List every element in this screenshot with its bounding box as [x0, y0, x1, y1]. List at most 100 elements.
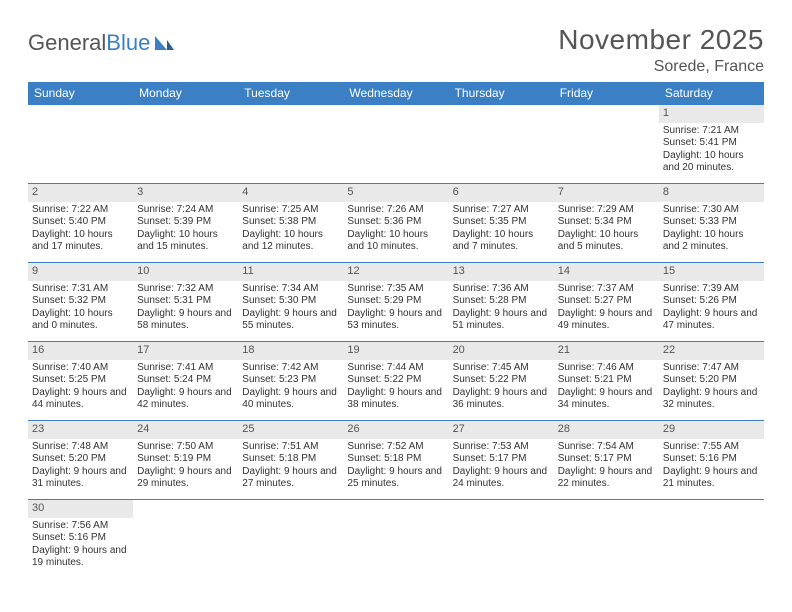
sunset-text: Sunset: 5:19 PM [137, 453, 234, 466]
sunrise-text: Sunrise: 7:48 AM [32, 441, 129, 454]
day-cell [238, 105, 343, 183]
day-number: 28 [554, 421, 659, 439]
day-number: 29 [659, 421, 764, 439]
dow-cell: Wednesday [343, 82, 448, 105]
sunrise-text: Sunrise: 7:53 AM [453, 441, 550, 454]
day-cell: 3Sunrise: 7:24 AMSunset: 5:39 PMDaylight… [133, 184, 238, 262]
daylight-text: Daylight: 9 hours and 40 minutes. [242, 387, 339, 412]
day-cell: 10Sunrise: 7:32 AMSunset: 5:31 PMDayligh… [133, 263, 238, 341]
sunrise-text: Sunrise: 7:24 AM [137, 204, 234, 217]
daylight-text: Daylight: 9 hours and 24 minutes. [453, 466, 550, 491]
daylight-text: Daylight: 9 hours and 22 minutes. [558, 466, 655, 491]
daylight-text: Daylight: 9 hours and 32 minutes. [663, 387, 760, 412]
day-cell: 6Sunrise: 7:27 AMSunset: 5:35 PMDaylight… [449, 184, 554, 262]
day-body: Sunrise: 7:51 AMSunset: 5:18 PMDaylight:… [238, 440, 343, 493]
sunset-text: Sunset: 5:21 PM [558, 374, 655, 387]
day-number: 3 [133, 184, 238, 202]
day-number: 21 [554, 342, 659, 360]
daylight-text: Daylight: 10 hours and 10 minutes. [347, 229, 444, 254]
brand-part1: General [28, 30, 106, 56]
sunset-text: Sunset: 5:40 PM [32, 216, 129, 229]
dow-cell: Friday [554, 82, 659, 105]
title-block: November 2025 Sorede, France [558, 24, 764, 76]
sunset-text: Sunset: 5:31 PM [137, 295, 234, 308]
day-body: Sunrise: 7:27 AMSunset: 5:35 PMDaylight:… [449, 203, 554, 256]
sunrise-text: Sunrise: 7:22 AM [32, 204, 129, 217]
day-number: 5 [343, 184, 448, 202]
day-number: 25 [238, 421, 343, 439]
day-cell [343, 500, 448, 578]
sunset-text: Sunset: 5:38 PM [242, 216, 339, 229]
day-cell: 24Sunrise: 7:50 AMSunset: 5:19 PMDayligh… [133, 421, 238, 499]
sunrise-text: Sunrise: 7:46 AM [558, 362, 655, 375]
sunset-text: Sunset: 5:24 PM [137, 374, 234, 387]
day-body: Sunrise: 7:50 AMSunset: 5:19 PMDaylight:… [133, 440, 238, 493]
day-number: 4 [238, 184, 343, 202]
sunrise-text: Sunrise: 7:21 AM [663, 125, 760, 138]
dow-cell: Thursday [449, 82, 554, 105]
day-cell: 18Sunrise: 7:42 AMSunset: 5:23 PMDayligh… [238, 342, 343, 420]
day-cell [343, 105, 448, 183]
daylight-text: Daylight: 9 hours and 31 minutes. [32, 466, 129, 491]
sunset-text: Sunset: 5:23 PM [242, 374, 339, 387]
sunrise-text: Sunrise: 7:30 AM [663, 204, 760, 217]
daylight-text: Daylight: 9 hours and 42 minutes. [137, 387, 234, 412]
sunrise-text: Sunrise: 7:51 AM [242, 441, 339, 454]
daylight-text: Daylight: 10 hours and 12 minutes. [242, 229, 339, 254]
calendar: SundayMondayTuesdayWednesdayThursdayFrid… [28, 82, 764, 578]
daylight-text: Daylight: 9 hours and 36 minutes. [453, 387, 550, 412]
day-cell: 28Sunrise: 7:54 AMSunset: 5:17 PMDayligh… [554, 421, 659, 499]
day-cell [133, 105, 238, 183]
week-row: 1Sunrise: 7:21 AMSunset: 5:41 PMDaylight… [28, 105, 764, 184]
day-body: Sunrise: 7:56 AMSunset: 5:16 PMDaylight:… [28, 519, 133, 572]
day-cell: 17Sunrise: 7:41 AMSunset: 5:24 PMDayligh… [133, 342, 238, 420]
day-number: 27 [449, 421, 554, 439]
day-body: Sunrise: 7:21 AMSunset: 5:41 PMDaylight:… [659, 124, 764, 177]
sunset-text: Sunset: 5:22 PM [453, 374, 550, 387]
day-number: 19 [343, 342, 448, 360]
sunset-text: Sunset: 5:16 PM [663, 453, 760, 466]
day-cell: 15Sunrise: 7:39 AMSunset: 5:26 PMDayligh… [659, 263, 764, 341]
day-body: Sunrise: 7:34 AMSunset: 5:30 PMDaylight:… [238, 282, 343, 335]
daylight-text: Daylight: 9 hours and 49 minutes. [558, 308, 655, 333]
sunset-text: Sunset: 5:17 PM [453, 453, 550, 466]
sunrise-text: Sunrise: 7:27 AM [453, 204, 550, 217]
sunset-text: Sunset: 5:35 PM [453, 216, 550, 229]
sunrise-text: Sunrise: 7:45 AM [453, 362, 550, 375]
sunrise-text: Sunrise: 7:56 AM [32, 520, 129, 533]
sunset-text: Sunset: 5:18 PM [347, 453, 444, 466]
sunrise-text: Sunrise: 7:42 AM [242, 362, 339, 375]
day-cell: 2Sunrise: 7:22 AMSunset: 5:40 PMDaylight… [28, 184, 133, 262]
day-number: 10 [133, 263, 238, 281]
day-cell: 7Sunrise: 7:29 AMSunset: 5:34 PMDaylight… [554, 184, 659, 262]
day-body: Sunrise: 7:40 AMSunset: 5:25 PMDaylight:… [28, 361, 133, 414]
daylight-text: Daylight: 9 hours and 27 minutes. [242, 466, 339, 491]
sunset-text: Sunset: 5:20 PM [663, 374, 760, 387]
day-number: 6 [449, 184, 554, 202]
sunset-text: Sunset: 5:36 PM [347, 216, 444, 229]
daylight-text: Daylight: 10 hours and 7 minutes. [453, 229, 550, 254]
day-cell [449, 105, 554, 183]
day-body: Sunrise: 7:52 AMSunset: 5:18 PMDaylight:… [343, 440, 448, 493]
day-cell [554, 105, 659, 183]
week-row: 2Sunrise: 7:22 AMSunset: 5:40 PMDaylight… [28, 184, 764, 263]
sunset-text: Sunset: 5:25 PM [32, 374, 129, 387]
day-number: 13 [449, 263, 554, 281]
day-number: 15 [659, 263, 764, 281]
day-body: Sunrise: 7:22 AMSunset: 5:40 PMDaylight:… [28, 203, 133, 256]
day-body: Sunrise: 7:32 AMSunset: 5:31 PMDaylight:… [133, 282, 238, 335]
day-cell: 11Sunrise: 7:34 AMSunset: 5:30 PMDayligh… [238, 263, 343, 341]
location: Sorede, France [558, 58, 764, 76]
sunset-text: Sunset: 5:34 PM [558, 216, 655, 229]
day-body: Sunrise: 7:47 AMSunset: 5:20 PMDaylight:… [659, 361, 764, 414]
day-cell: 25Sunrise: 7:51 AMSunset: 5:18 PMDayligh… [238, 421, 343, 499]
dow-cell: Tuesday [238, 82, 343, 105]
day-number: 2 [28, 184, 133, 202]
day-body: Sunrise: 7:37 AMSunset: 5:27 PMDaylight:… [554, 282, 659, 335]
brand-logo: GeneralBlue [28, 24, 175, 56]
day-cell: 14Sunrise: 7:37 AMSunset: 5:27 PMDayligh… [554, 263, 659, 341]
day-cell: 16Sunrise: 7:40 AMSunset: 5:25 PMDayligh… [28, 342, 133, 420]
day-body: Sunrise: 7:36 AMSunset: 5:28 PMDaylight:… [449, 282, 554, 335]
day-number: 22 [659, 342, 764, 360]
daylight-text: Daylight: 10 hours and 15 minutes. [137, 229, 234, 254]
